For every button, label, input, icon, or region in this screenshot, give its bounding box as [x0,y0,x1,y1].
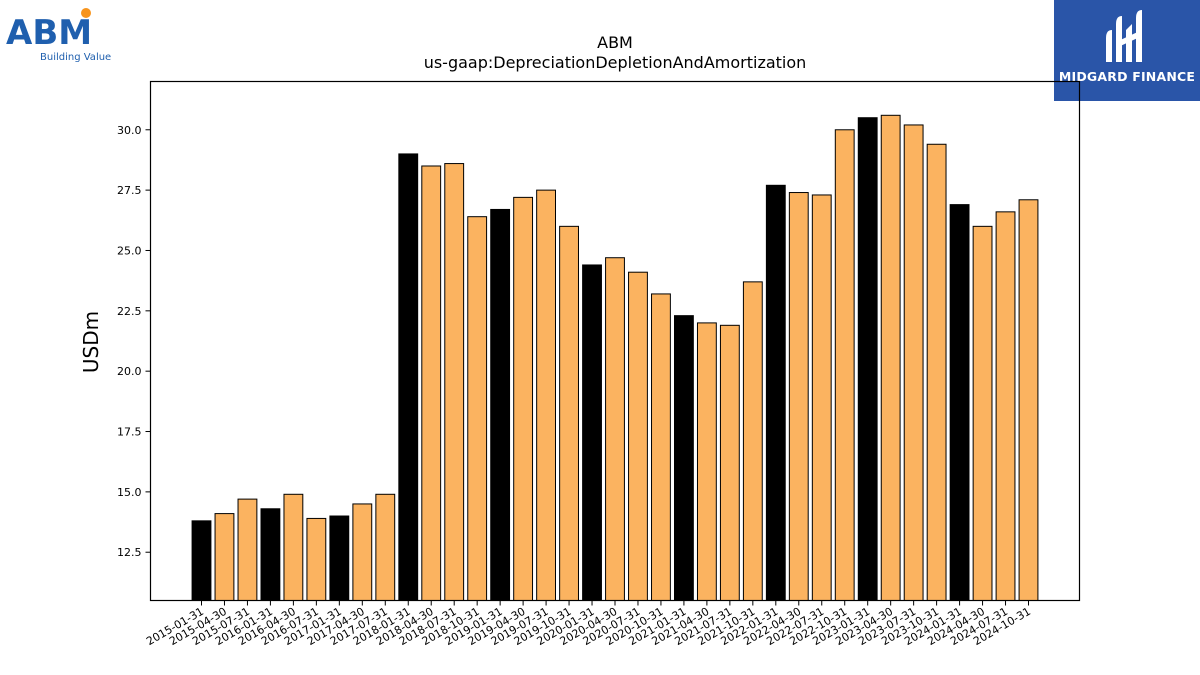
bar-2022-07-31 [811,194,832,602]
bar-2019-01-31 [490,208,511,601]
chart-title: ABM [597,33,633,52]
bar-2020-04-30 [605,257,625,601]
chart-subtitle: us-gaap:DepreciationDepletionAndAmortiza… [424,53,807,72]
midgard-wordmark: MIDGARD FINANCE [1058,69,1196,84]
bar-2018-04-30 [421,165,442,602]
abm-logo-dot [81,8,91,18]
bar-2016-04-30 [283,493,304,602]
bar-2024-10-31 [1018,199,1039,601]
bar-2015-07-31 [237,498,258,601]
bar-2021-01-31 [674,315,694,601]
y-tick-label: 17.5 [117,426,142,439]
midgard-finance-logo: MIDGARD FINANCE [1054,0,1200,101]
x-axis: 2015-01-312015-04-302015-07-312016-01-31… [144,600,1033,648]
y-tick-label: 30.0 [117,124,142,137]
abm-logo-wordmark: ABM [6,13,92,53]
y-axis-label: USDm [79,311,103,373]
bar-2020-10-31 [651,293,671,601]
bar-2021-04-30 [696,322,717,601]
bar-2023-07-31 [903,124,924,601]
bar-2022-04-30 [788,192,809,601]
bar-2017-07-31 [375,493,396,602]
y-tick-label: 12.5 [117,546,142,559]
midgard-emblem-icon [1106,10,1142,62]
bar-2017-01-31 [329,515,350,602]
bar-2021-10-31 [742,281,763,601]
y-tick-label: 20.0 [117,365,142,378]
bar-2019-04-30 [513,196,534,601]
plot-frame [149,80,1081,602]
bar-2016-07-31 [306,517,327,601]
bar-2018-07-31 [444,163,465,601]
bar-2016-01-31 [260,508,281,601]
bar-2024-01-31 [949,204,970,602]
bar-2023-10-31 [926,143,947,601]
bar-2017-04-30 [352,503,373,601]
y-tick-label: 22.5 [117,305,142,318]
y-tick-label: 27.5 [117,184,142,197]
bar-2018-10-31 [467,216,488,601]
y-axis: 12.5 15.0 17.5 20.0 22.5 25.0 27.5 30.0 [117,124,151,559]
bar-2020-07-31 [628,271,648,601]
bar-2022-01-31 [765,184,786,602]
bar-2020-01-31 [582,264,602,601]
y-tick-label: 25.0 [117,244,142,257]
abm-logo: ABM Building Value [6,8,111,63]
abm-logo-tagline: Building Value [40,52,111,63]
bar-2015-04-30 [214,513,235,601]
bar-2018-01-31 [398,153,419,601]
bar-2022-10-31 [834,129,855,601]
bars-group [191,114,1039,602]
bar-2024-04-30 [972,225,993,601]
bar-2019-07-31 [536,189,556,601]
bar-2019-10-31 [559,225,579,601]
bar-2015-01-31 [191,520,212,602]
bar-2023-01-31 [857,117,878,602]
bar-2024-07-31 [995,211,1016,601]
bar-2021-07-31 [719,324,740,601]
y-tick-label: 15.0 [117,486,142,499]
bar-2023-04-30 [880,114,901,602]
